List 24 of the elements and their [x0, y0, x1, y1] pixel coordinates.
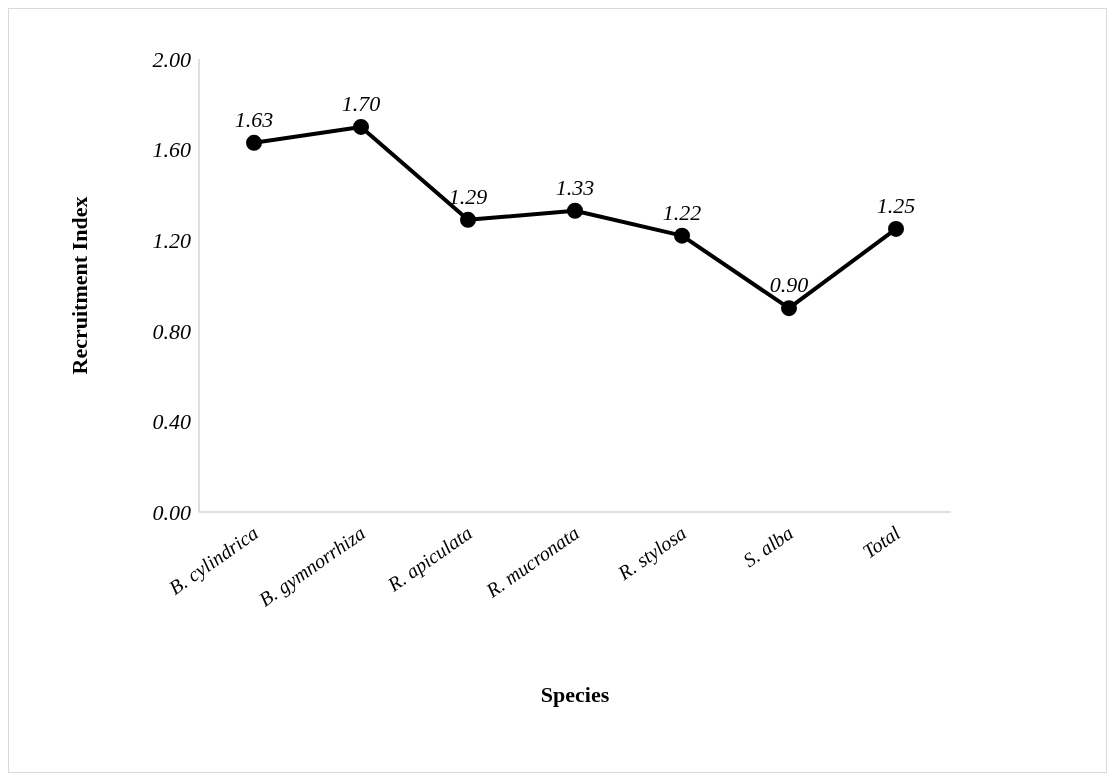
point — [353, 118, 369, 135]
y-tick-label: 0.80 — [152, 318, 191, 344]
y-tick-label: 2.00 — [152, 46, 191, 72]
y-tick-label: 0.00 — [152, 499, 191, 525]
x-tick-label: Total — [858, 521, 905, 563]
y-tick-label: 0.40 — [152, 409, 191, 435]
point — [567, 202, 583, 219]
point — [674, 227, 690, 244]
data-label: 1.63 — [234, 106, 274, 132]
data-label: 1.70 — [341, 90, 381, 116]
x-axis-title: Species — [540, 682, 610, 707]
y-axis-title: Recruitment Index — [66, 196, 92, 375]
data-label: 0.90 — [769, 272, 809, 298]
data-label: 1.33 — [555, 174, 595, 200]
point — [888, 220, 904, 237]
data-label: 1.25 — [876, 192, 916, 218]
point — [460, 211, 476, 228]
point — [246, 134, 262, 151]
data-label: 1.22 — [662, 199, 702, 225]
y-tick-label: 1.60 — [152, 137, 191, 163]
data-label: 1.29 — [448, 183, 488, 209]
y-tick-label: 1.20 — [152, 228, 191, 254]
x-tick-label: S. alba — [738, 521, 798, 572]
point — [781, 300, 797, 317]
